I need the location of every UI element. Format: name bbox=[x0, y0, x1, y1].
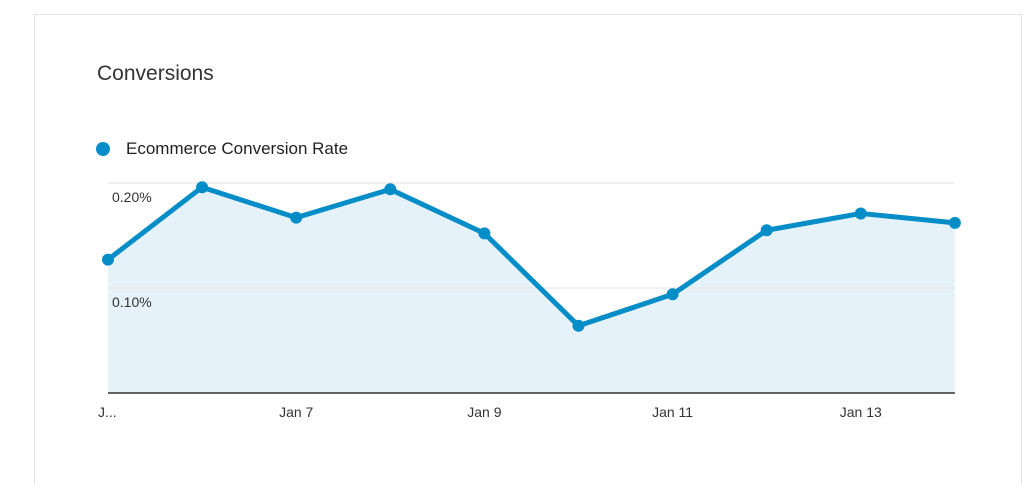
x-tick-label: Jan 9 bbox=[467, 404, 501, 420]
data-point bbox=[760, 224, 773, 237]
data-point bbox=[196, 181, 209, 194]
series-line bbox=[106, 184, 956, 329]
legend-dot-icon bbox=[96, 142, 110, 156]
data-point bbox=[948, 216, 961, 229]
area-fill bbox=[108, 187, 955, 393]
chart-title: Conversions bbox=[97, 62, 214, 85]
data-point bbox=[384, 183, 397, 196]
data-point bbox=[290, 211, 303, 224]
line-chart: 0.20% 0.10% J... Jan 7 Jan 9 Jan 11 Jan 13 bbox=[98, 181, 961, 420]
y-tick-label: 0.20% bbox=[112, 189, 152, 205]
data-point bbox=[854, 207, 867, 220]
data-point bbox=[102, 253, 114, 266]
legend-label: Ecommerce Conversion Rate bbox=[126, 139, 349, 158]
data-point bbox=[572, 319, 585, 332]
data-point bbox=[478, 227, 491, 240]
legend-item[interactable]: Ecommerce Conversion Rate bbox=[96, 139, 348, 159]
x-tick-label: Jan 7 bbox=[279, 404, 313, 420]
y-tick-label: 0.10% bbox=[112, 294, 152, 310]
x-tick-label: J... bbox=[98, 404, 117, 420]
data-point bbox=[666, 288, 679, 301]
x-tick-label: Jan 13 bbox=[840, 404, 882, 420]
x-tick-label: Jan 11 bbox=[652, 404, 693, 420]
